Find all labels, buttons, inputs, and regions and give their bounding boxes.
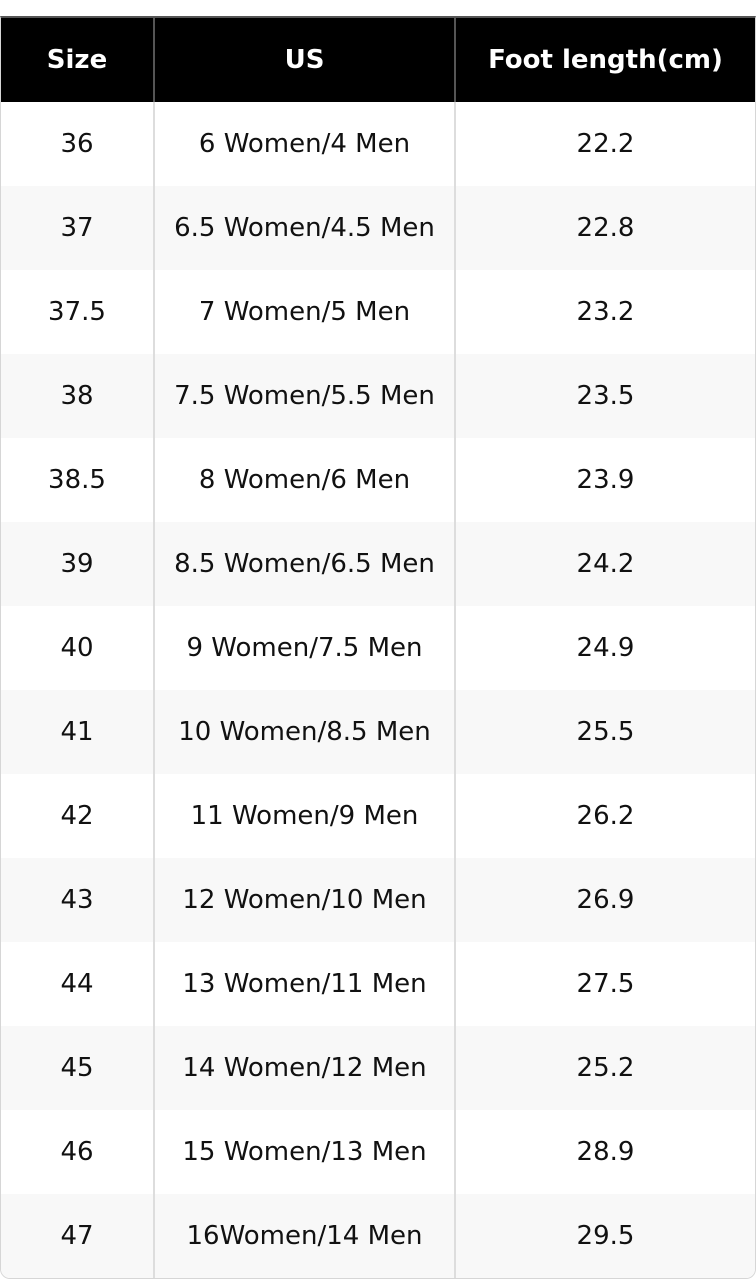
header-size: Size — [1, 18, 155, 102]
cell-us: 10 Women/8.5 Men — [154, 690, 456, 774]
table-row: 40 9 Women/7.5 Men 24.9 — [1, 606, 755, 690]
cell-us: 8.5 Women/6.5 Men — [154, 522, 456, 606]
cell-us: 12 Women/10 Men — [154, 858, 456, 942]
header-foot-length: Foot length(cm) — [455, 18, 755, 102]
table-row: 37.5 7 Women/5 Men 23.2 — [1, 270, 755, 354]
cell-us: 7 Women/5 Men — [154, 270, 456, 354]
cell-foot-length: 23.9 — [576, 465, 635, 495]
cell-foot-length: 25.2 — [455, 1026, 755, 1110]
cell-size: 40 — [1, 606, 155, 690]
table-row: 42 11 Women/9 Men 26.2 — [1, 774, 755, 858]
table-row: 43 12 Women/10 Men 26.9 — [1, 858, 755, 942]
cell-us: 7.5 Women/5.5 Men — [154, 354, 456, 438]
cell-size: 42 — [1, 774, 155, 858]
cell-size: 39 — [1, 522, 155, 606]
cell-us: 15 Women/13 Men — [154, 1110, 456, 1194]
cell-size: 37 — [1, 186, 155, 270]
cell-foot-length: 26.9 — [455, 858, 755, 942]
table-row: 47 16Women/14 Men 29.5 — [1, 1194, 755, 1278]
size-table: Size US Foot length(cm) 36 6 Women/4 Men 2… — [1, 18, 755, 1278]
cell-size: 36 — [1, 102, 155, 186]
header-us: US — [154, 18, 456, 102]
cell-size: 41 — [1, 690, 155, 774]
table-row: 38.5 8 Women/6 Men 23.9 — [1, 438, 755, 522]
cell-size: 45 — [1, 1026, 155, 1110]
cell-us: 6.5 Women/4.5 Men — [154, 186, 456, 270]
table-row: 39 8.5 Women/6.5 Men 24.2 — [1, 522, 755, 606]
size-chart: Size US Foot length(cm) 36 6 Women/4 Men 2… — [0, 16, 756, 1279]
table-row: 37 6.5 Women/4.5 Men 22.8 — [1, 186, 755, 270]
table-row: 38 7.5 Women/5.5 Men 23.5 — [1, 354, 755, 438]
cell-foot-length: 22.8 — [455, 186, 755, 270]
table-row: 44 13 Women/11 Men 27.5 — [1, 942, 755, 1026]
cell-us: 8 Women/6 Men — [154, 438, 456, 522]
cell-foot-length: 23.5 — [455, 354, 755, 438]
cell-foot-length: 23.2 — [576, 297, 635, 327]
cell-foot-length: 24.2 — [455, 522, 755, 606]
cell-us: 14 Women/12 Men — [154, 1026, 456, 1110]
cell-foot-length: 27.5 — [576, 969, 635, 999]
cell-size: 38.5 — [1, 438, 155, 522]
cell-us: 13 Women/11 Men — [154, 942, 456, 1026]
cell-foot-length: 22.2 — [576, 129, 635, 159]
table-row: 41 10 Women/8.5 Men 25.5 — [1, 690, 755, 774]
cell-foot-length: 26.2 — [576, 801, 635, 831]
cell-foot-length: 24.9 — [576, 633, 635, 663]
cell-foot-length: 25.5 — [455, 690, 755, 774]
cell-size: 44 — [1, 942, 155, 1026]
cell-size: 37.5 — [1, 270, 155, 354]
cell-size: 46 — [1, 1110, 155, 1194]
cell-us: 9 Women/7.5 Men — [154, 606, 456, 690]
cell-us: 6 Women/4 Men — [154, 102, 456, 186]
cell-size: 43 — [1, 858, 155, 942]
table-row: 36 6 Women/4 Men 22.2 — [1, 102, 755, 186]
cell-us: 11 Women/9 Men — [154, 774, 456, 858]
table-row: 46 15 Women/13 Men 28.9 — [1, 1110, 755, 1194]
table-row: 45 14 Women/12 Men 25.2 — [1, 1026, 755, 1110]
header-row: Size US Foot length(cm) — [1, 18, 755, 102]
cell-us: 16Women/14 Men — [154, 1194, 456, 1278]
cell-foot-length: 28.9 — [576, 1137, 635, 1167]
cell-size: 38 — [1, 354, 155, 438]
cell-size: 47 — [1, 1194, 155, 1278]
cell-foot-length: 29.5 — [455, 1194, 755, 1278]
